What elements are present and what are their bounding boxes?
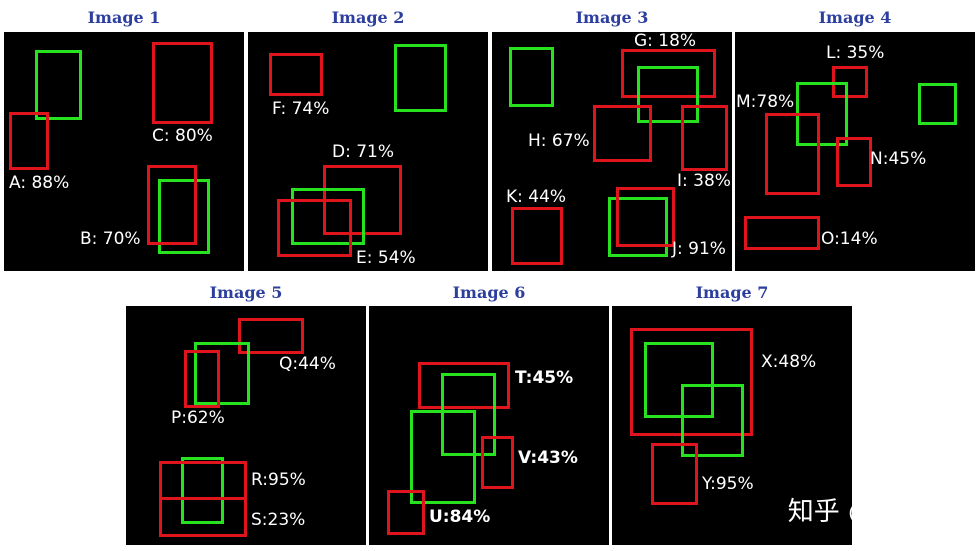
detection-label: X:48% [761,352,817,372]
detection-label: M:78% [736,92,795,112]
prediction-box [152,42,213,124]
ground-truth-box [441,373,496,456]
prediction-box [630,328,753,436]
detection-label: N:45% [870,149,927,169]
watermark: 知乎 @李兰青 [787,497,952,527]
ground-truth-box [181,457,224,524]
prediction-box [184,350,220,408]
detection-panel-2: D: 71% E: 54% F: 74% [248,32,488,271]
detection-label: O:14% [821,229,878,249]
prediction-box [616,187,675,247]
detection-label: Q:44% [279,354,336,374]
prediction-box [159,497,247,537]
detection-label: P:62% [171,408,225,428]
prediction-box [277,199,352,257]
prediction-box [621,49,716,98]
ground-truth-box [681,384,744,457]
ground-truth-box [509,47,554,107]
detection-label: E: 54% [356,248,416,268]
ground-truth-box [158,179,210,254]
detection-panel-5: P:62% Q:44% R:95% S:23% [126,306,366,545]
prediction-box [481,436,514,489]
detection-label: D: 71% [332,142,395,162]
detection-label: A: 88% [9,173,70,193]
detection-panel-1: A: 88% B: 70% C: 80% [4,32,244,271]
detection-label: S:23% [251,510,306,530]
detection-label: L: 35% [826,43,885,63]
panel-title: Image 5 [209,283,283,302]
detection-label: I: 38% [677,171,731,191]
detection-label: K: 44% [506,187,567,207]
panel-title: Image 3 [575,8,649,27]
ground-truth-box [637,66,699,123]
detection-label: H: 67% [528,131,590,151]
ground-truth-box [410,410,476,504]
prediction-box [159,461,247,500]
panel-title: Image 6 [452,283,526,302]
prediction-box [681,105,728,171]
prediction-box [511,207,563,265]
detection-label: J: 91% [672,239,726,259]
detection-panel-6: T:45% U:84% V:43% [369,306,609,545]
detection-label: G: 18% [634,32,697,51]
ground-truth-box [35,50,82,120]
prediction-box [744,216,820,250]
panel-title: Image 1 [87,8,161,27]
prediction-box [765,113,820,195]
detection-panel-3: G: 18% H: 67% I: 38% J: 91% K: 44% [492,32,732,271]
prediction-box [9,112,49,170]
prediction-box [651,443,698,505]
ground-truth-box [291,188,365,245]
detection-label: U:84% [429,507,491,527]
ground-truth-box [608,197,668,257]
ground-truth-box [918,83,957,125]
detection-label: F: 74% [272,99,330,119]
panel-title: Image 4 [818,8,892,27]
ground-truth-box [194,342,250,405]
prediction-box [418,362,510,409]
detection-label: V:43% [518,448,578,468]
panel-title: Image 7 [695,283,769,302]
detection-label: R:95% [251,470,306,490]
prediction-box [387,490,425,535]
detection-panel-4: L: 35% M:78% N:45% O:14% [735,32,975,271]
detection-panel-7: X:48% Y:95% [612,306,852,545]
detection-label: B: 70% [80,229,141,249]
ground-truth-box [644,342,714,418]
detection-label: Y:95% [702,474,754,494]
prediction-box [836,137,872,187]
prediction-box [238,318,304,354]
detection-label: C: 80% [152,126,213,146]
ground-truth-box [394,44,447,112]
prediction-box [147,165,197,245]
panel-title: Image 2 [331,8,405,27]
detection-label: T:45% [515,368,574,388]
prediction-box [269,53,323,96]
prediction-box [593,105,652,162]
